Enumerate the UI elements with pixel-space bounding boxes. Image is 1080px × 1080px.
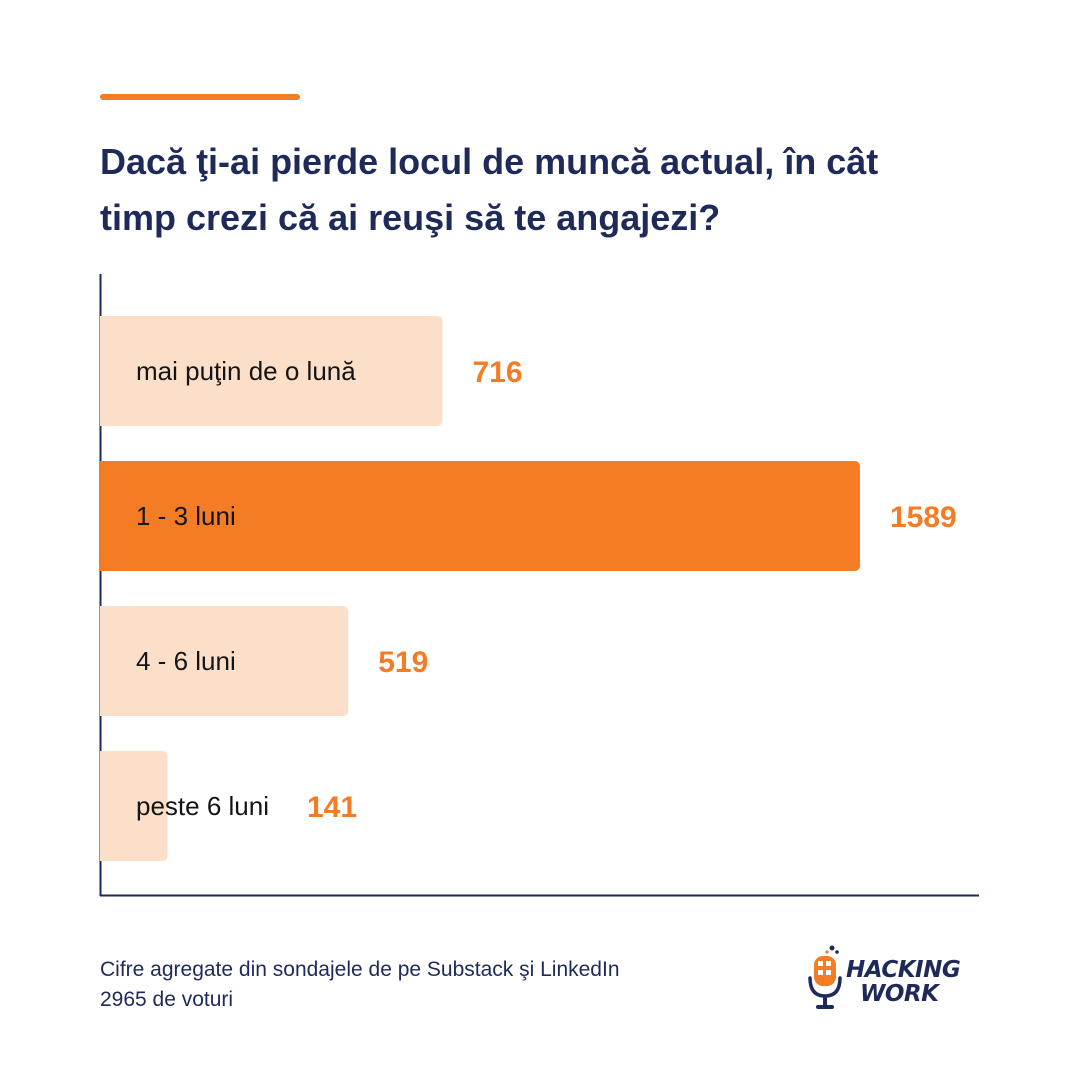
footer-source: Cifre agregate din sondajele de pe Subst… <box>100 958 620 981</box>
chart-title: Dacă ţi-ai pierde locul de muncă actual,… <box>100 141 879 238</box>
value-label-2: 519 <box>378 646 428 679</box>
value-label-1: 1589 <box>890 501 957 534</box>
category-label-1: 1 - 3 luni <box>136 501 236 531</box>
logo-line-2: WORK <box>860 981 939 1007</box>
bars-group: mai puţin de o lună 716 1 - 3 luni 1589 4 - … <box>100 316 957 861</box>
bar-0 <box>100 316 443 426</box>
logo-wordmark: HACKING WORK <box>846 957 961 1007</box>
category-label-3: peste 6 luni <box>136 791 269 821</box>
microphone-icon <box>808 945 842 1009</box>
bar-2 <box>100 606 349 716</box>
hacking-work-logo: HACKING WORK <box>806 944 986 1014</box>
logo-line-1: HACKING <box>846 957 961 983</box>
value-label-0: 716 <box>472 356 522 389</box>
footer-note: Cifre agregate din sondajele de pe Subst… <box>100 955 620 1015</box>
value-label-3: 141 <box>307 791 357 824</box>
category-label-2: 4 - 6 luni <box>136 646 236 676</box>
bar-3 <box>100 751 168 861</box>
footer-votes: 2965 de voturi <box>100 988 234 1011</box>
bar-1 <box>100 461 860 571</box>
category-label-0: mai puţin de o lună <box>136 356 356 386</box>
accent-rule <box>100 94 300 100</box>
